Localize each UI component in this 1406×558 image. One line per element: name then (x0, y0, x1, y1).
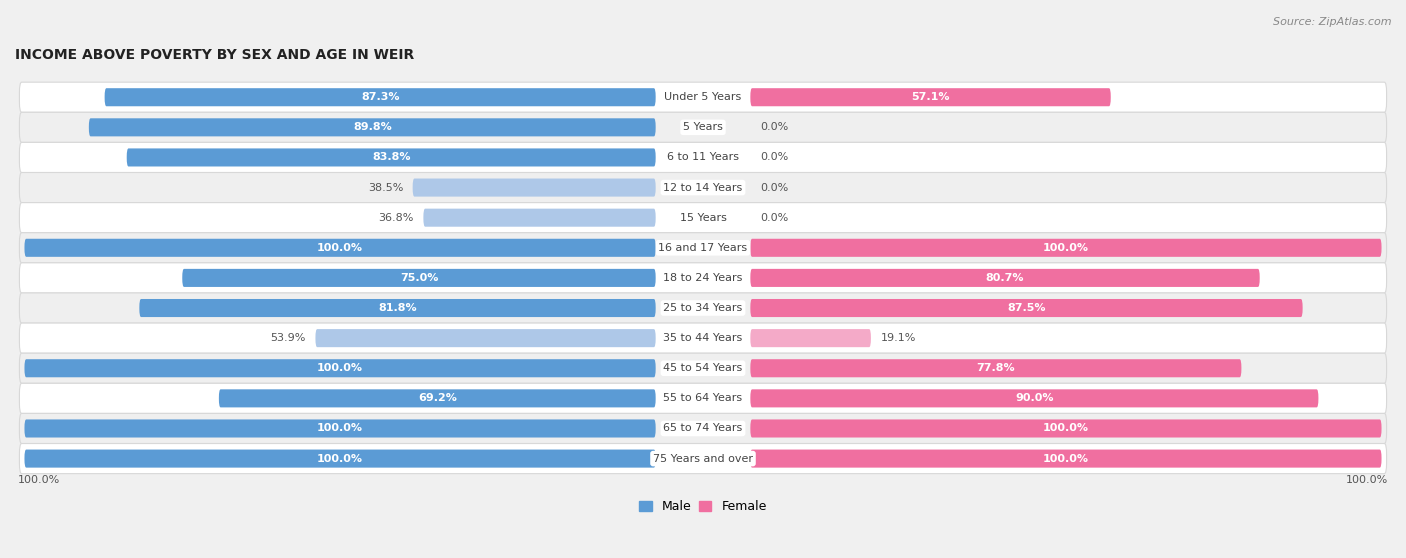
FancyBboxPatch shape (139, 299, 655, 317)
Text: 65 to 74 Years: 65 to 74 Years (664, 424, 742, 434)
FancyBboxPatch shape (20, 323, 1386, 353)
Text: 81.8%: 81.8% (378, 303, 416, 313)
FancyBboxPatch shape (315, 329, 655, 347)
FancyBboxPatch shape (20, 233, 1386, 263)
Text: 100.0%: 100.0% (318, 424, 363, 434)
Text: 55 to 64 Years: 55 to 64 Years (664, 393, 742, 403)
Legend: Male, Female: Male, Female (640, 500, 766, 513)
Text: 100.0%: 100.0% (1043, 424, 1088, 434)
FancyBboxPatch shape (24, 450, 655, 468)
Text: 0.0%: 0.0% (759, 182, 787, 193)
Text: 15 Years: 15 Years (679, 213, 727, 223)
Text: Source: ZipAtlas.com: Source: ZipAtlas.com (1274, 17, 1392, 27)
Text: 35 to 44 Years: 35 to 44 Years (664, 333, 742, 343)
FancyBboxPatch shape (20, 172, 1386, 203)
FancyBboxPatch shape (24, 239, 655, 257)
FancyBboxPatch shape (751, 88, 1111, 106)
Text: 12 to 14 Years: 12 to 14 Years (664, 182, 742, 193)
Text: 57.1%: 57.1% (911, 92, 950, 102)
FancyBboxPatch shape (89, 118, 655, 136)
Text: 83.8%: 83.8% (373, 152, 411, 162)
Text: 100.0%: 100.0% (318, 363, 363, 373)
Text: 6 to 11 Years: 6 to 11 Years (666, 152, 740, 162)
Text: 5 Years: 5 Years (683, 122, 723, 132)
FancyBboxPatch shape (20, 293, 1386, 323)
Text: 36.8%: 36.8% (378, 213, 413, 223)
FancyBboxPatch shape (24, 420, 655, 437)
FancyBboxPatch shape (751, 299, 1302, 317)
Text: 89.8%: 89.8% (353, 122, 392, 132)
Text: 90.0%: 90.0% (1015, 393, 1053, 403)
FancyBboxPatch shape (751, 269, 1260, 287)
FancyBboxPatch shape (20, 444, 1386, 474)
FancyBboxPatch shape (20, 203, 1386, 233)
FancyBboxPatch shape (219, 389, 655, 407)
FancyBboxPatch shape (751, 329, 870, 347)
Text: 87.5%: 87.5% (1007, 303, 1046, 313)
FancyBboxPatch shape (20, 82, 1386, 112)
Text: 0.0%: 0.0% (759, 122, 787, 132)
Text: 16 and 17 Years: 16 and 17 Years (658, 243, 748, 253)
FancyBboxPatch shape (751, 359, 1241, 377)
Text: 77.8%: 77.8% (977, 363, 1015, 373)
Text: 100.0%: 100.0% (1043, 243, 1088, 253)
Text: 87.3%: 87.3% (361, 92, 399, 102)
Text: 75.0%: 75.0% (399, 273, 439, 283)
FancyBboxPatch shape (20, 413, 1386, 444)
Text: 0.0%: 0.0% (759, 152, 787, 162)
FancyBboxPatch shape (20, 263, 1386, 293)
Text: 100.0%: 100.0% (1043, 454, 1088, 464)
Text: 45 to 54 Years: 45 to 54 Years (664, 363, 742, 373)
Text: 100.0%: 100.0% (1346, 475, 1388, 485)
Text: 100.0%: 100.0% (318, 454, 363, 464)
Text: INCOME ABOVE POVERTY BY SEX AND AGE IN WEIR: INCOME ABOVE POVERTY BY SEX AND AGE IN W… (15, 49, 415, 62)
FancyBboxPatch shape (20, 383, 1386, 413)
FancyBboxPatch shape (104, 88, 655, 106)
FancyBboxPatch shape (751, 239, 1382, 257)
FancyBboxPatch shape (751, 420, 1382, 437)
Text: 25 to 34 Years: 25 to 34 Years (664, 303, 742, 313)
Text: 18 to 24 Years: 18 to 24 Years (664, 273, 742, 283)
Text: 100.0%: 100.0% (18, 475, 60, 485)
FancyBboxPatch shape (20, 353, 1386, 383)
FancyBboxPatch shape (127, 148, 655, 166)
FancyBboxPatch shape (412, 179, 655, 196)
Text: 80.7%: 80.7% (986, 273, 1025, 283)
FancyBboxPatch shape (183, 269, 655, 287)
Text: Under 5 Years: Under 5 Years (665, 92, 741, 102)
Text: 69.2%: 69.2% (418, 393, 457, 403)
FancyBboxPatch shape (751, 389, 1319, 407)
Text: 75 Years and over: 75 Years and over (652, 454, 754, 464)
Text: 53.9%: 53.9% (270, 333, 307, 343)
Text: 19.1%: 19.1% (880, 333, 915, 343)
FancyBboxPatch shape (751, 450, 1382, 468)
FancyBboxPatch shape (20, 142, 1386, 172)
FancyBboxPatch shape (24, 359, 655, 377)
Text: 38.5%: 38.5% (368, 182, 404, 193)
FancyBboxPatch shape (20, 112, 1386, 142)
Text: 0.0%: 0.0% (759, 213, 787, 223)
Text: 100.0%: 100.0% (318, 243, 363, 253)
FancyBboxPatch shape (423, 209, 655, 227)
